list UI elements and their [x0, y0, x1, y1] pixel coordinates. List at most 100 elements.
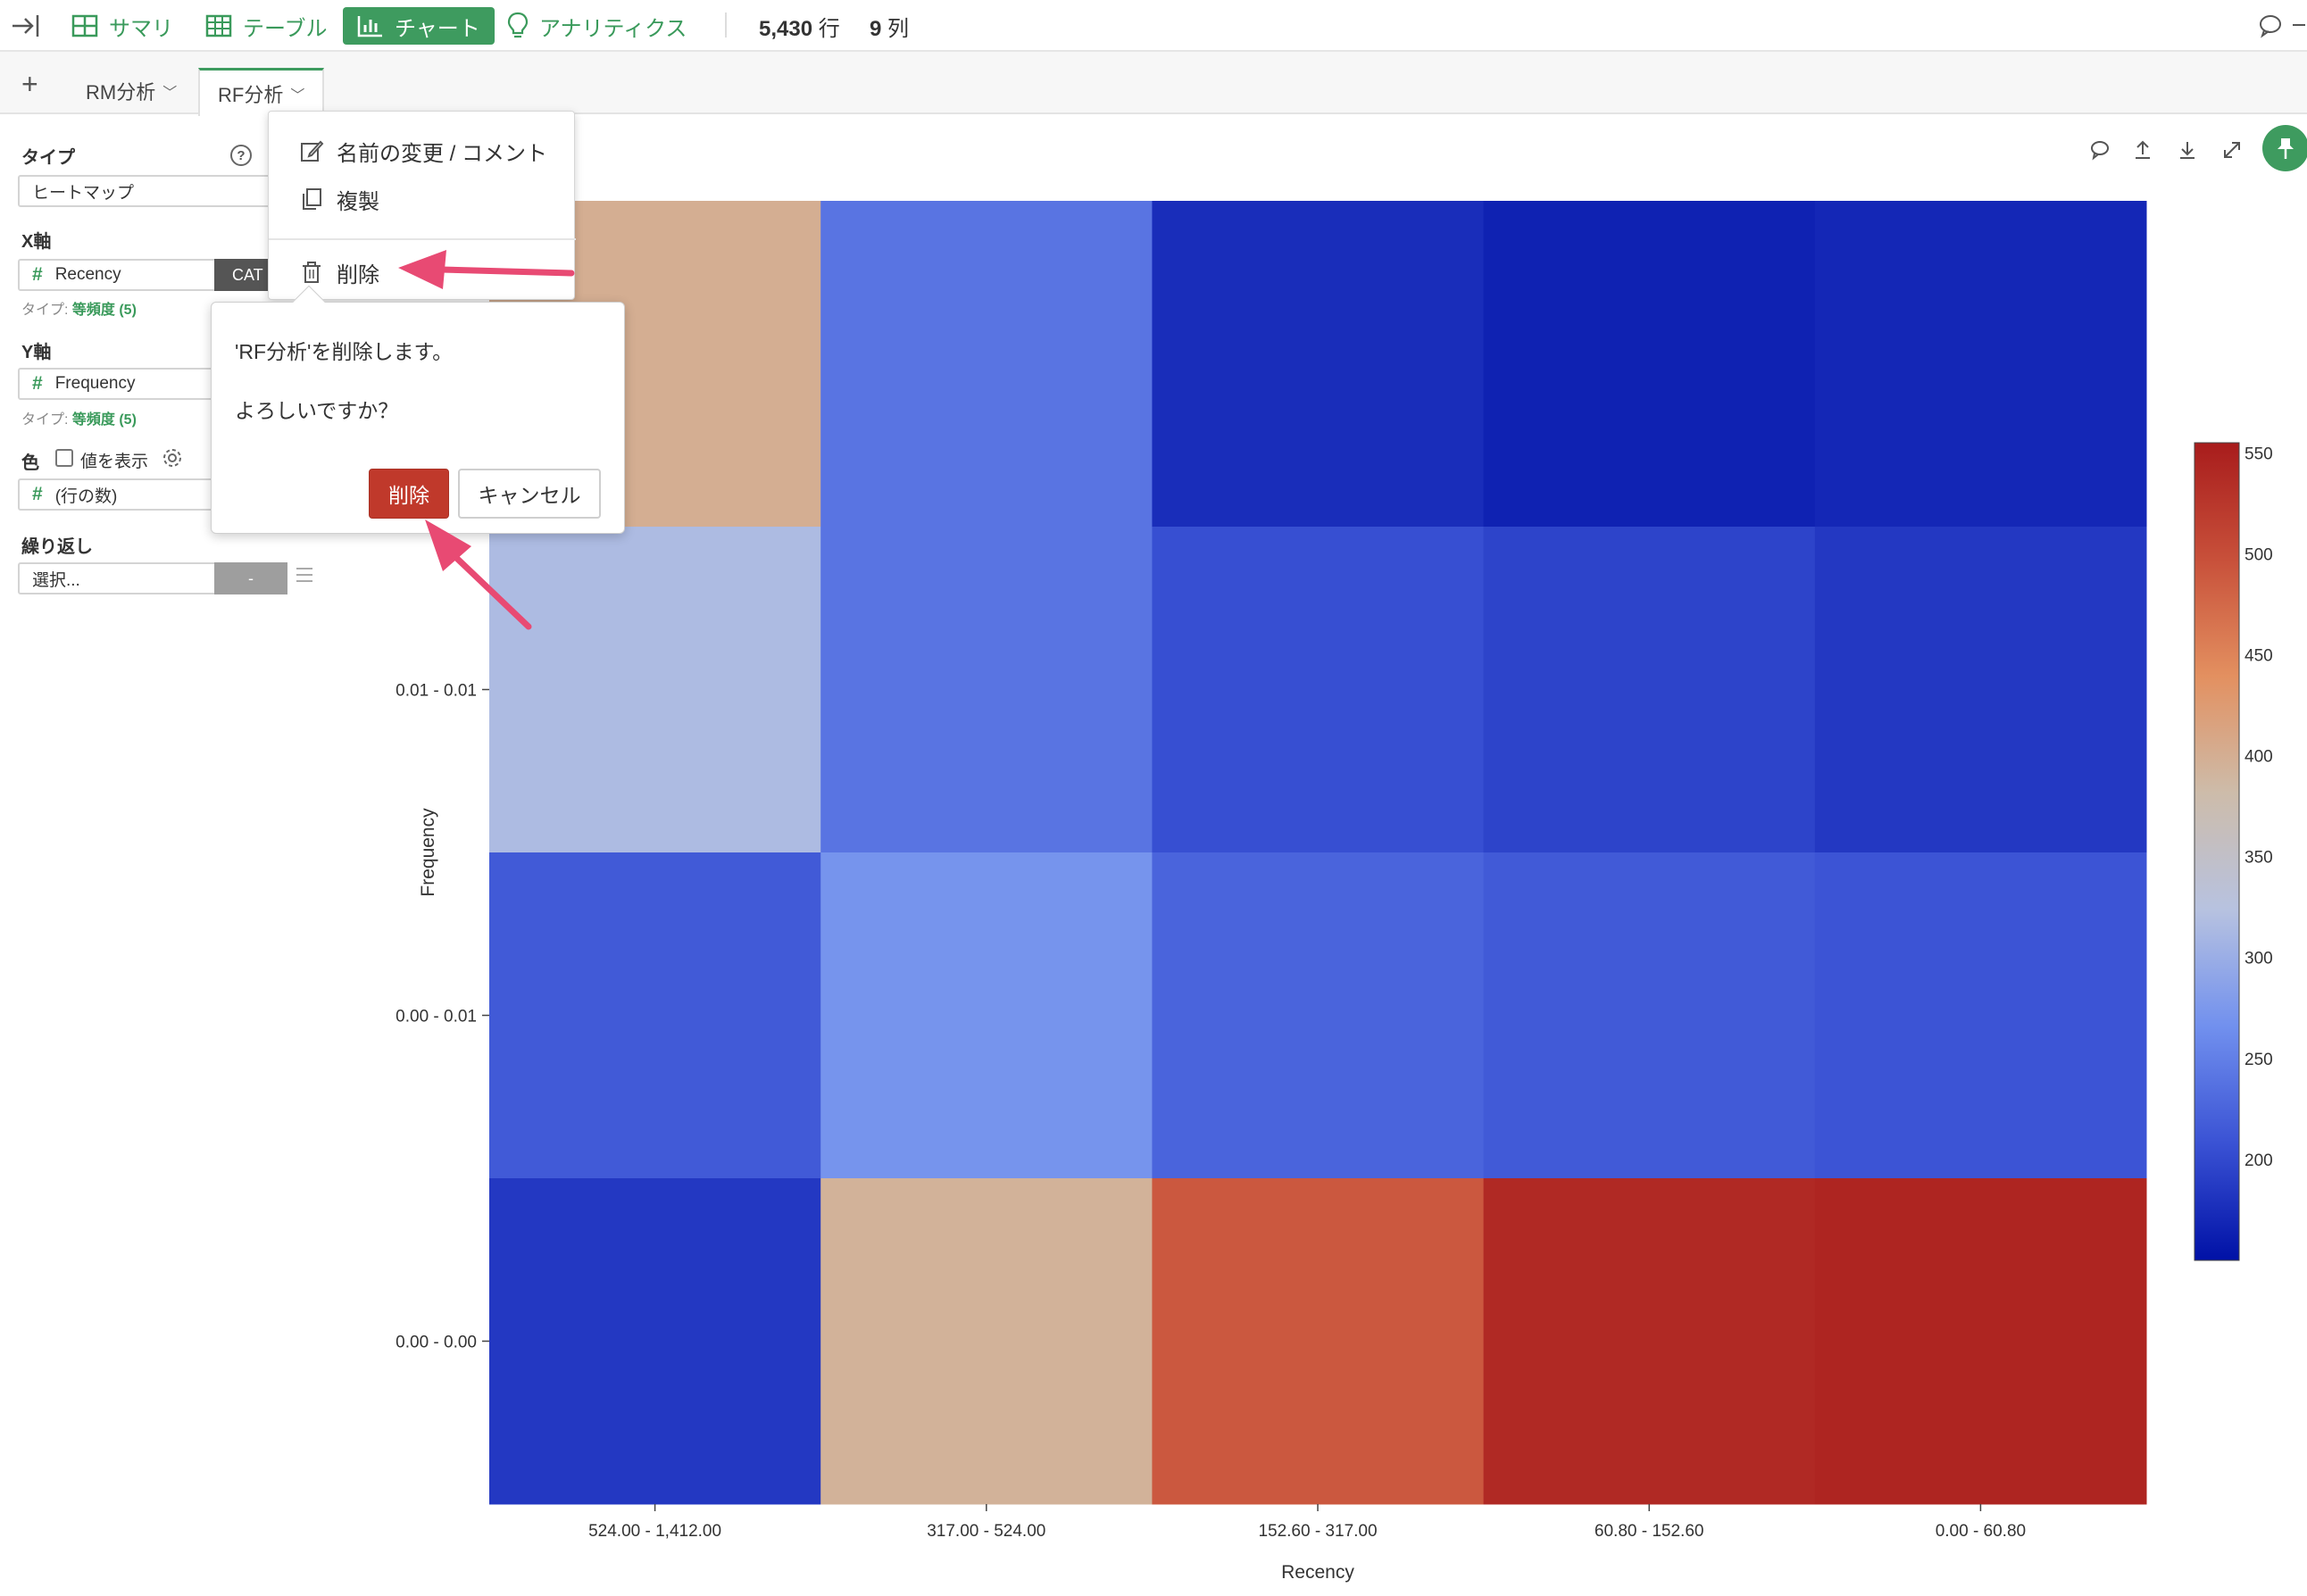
x-axis-binning-prefix: タイプ:: [21, 303, 69, 318]
heatmap-cell[interactable]: [489, 1178, 821, 1505]
y-tick-label: 0.01 - 0.01: [396, 682, 477, 701]
x-axis-field[interactable]: # Recency: [18, 259, 218, 291]
heatmap-cells: [489, 201, 2147, 1505]
colorbar-tick-label: 300: [2245, 950, 2273, 968]
y-axis-title: Frequency: [418, 808, 438, 897]
heatmap-cell[interactable]: [1483, 852, 1816, 1179]
expand-icon[interactable]: [2218, 136, 2246, 164]
heatmap-cell[interactable]: [1152, 852, 1485, 1179]
download-icon[interactable]: [2173, 136, 2202, 164]
y-tick-label: 0.00 - 0.01: [396, 1008, 477, 1027]
heatmap-cell[interactable]: [1152, 527, 1485, 853]
heatmap-cell[interactable]: [1814, 527, 2147, 853]
color-field[interactable]: # (行の数): [18, 478, 218, 511]
colorbar-tick-label: 550: [2245, 445, 2273, 463]
repeat-option-label: -: [248, 569, 254, 587]
row-count: 5,430 行: [759, 11, 840, 42]
table-button[interactable]: テーブル: [205, 7, 328, 45]
upload-icon[interactable]: [2128, 136, 2157, 164]
color-field-name: (行の数): [54, 486, 118, 506]
delete-item[interactable]: 削除: [299, 254, 379, 290]
heatmap-cell[interactable]: [1814, 852, 2147, 1179]
heatmap-cell[interactable]: [1152, 1178, 1485, 1505]
trash-icon: [303, 262, 321, 283]
confirm-delete-button[interactable]: 削除: [369, 469, 449, 519]
rename-comment-item[interactable]: 名前の変更 / コメント: [299, 133, 547, 169]
chevron-down-icon: ﹀: [290, 87, 305, 104]
tab-rf-analysis[interactable]: RF分析 ﹀: [198, 68, 325, 116]
heatmap-cell[interactable]: [1814, 201, 2147, 528]
type-label: タイプ: [21, 148, 75, 168]
heatmap-cell[interactable]: [1483, 527, 1816, 853]
repeat-option-button[interactable]: -: [214, 562, 287, 594]
cancel-button[interactable]: キャンセル: [458, 469, 601, 519]
summary-label: サマリ: [109, 16, 173, 41]
y-axis-binning-info[interactable]: タイプ: 等頻度 (5): [21, 407, 137, 428]
heatmap-cell[interactable]: [820, 852, 1153, 1179]
colorbar-tick-label: 200: [2245, 1151, 2273, 1170]
heatmap-cell[interactable]: [489, 527, 821, 853]
confirm-question: よろしいですか？: [235, 399, 399, 422]
chart-type-select[interactable]: ヒートマップ: [18, 175, 286, 207]
x-axis-category-button[interactable]: CAT: [214, 259, 268, 291]
top-toolbar: サマリ テーブル チャート アナリティクス 5,430 行 9 列: [0, 0, 2307, 52]
show-values-label: 値を表示: [80, 453, 149, 471]
x-axis-binning-info[interactable]: タイプ: 等頻度 (5): [21, 297, 137, 319]
tab-rm-analysis[interactable]: RM分析 ﹀: [68, 68, 195, 114]
x-axis-ticks: 524.00 - 1,412.00 317.00 - 524.00 152.60 -…: [588, 1504, 2026, 1541]
minimize-icon[interactable]: [2293, 24, 2305, 26]
colorbar-tick-label: 350: [2245, 849, 2273, 868]
heatmap-cell[interactable]: [820, 201, 1153, 528]
heatmap-cell[interactable]: [1814, 1178, 2147, 1505]
chart-tabs-bar: + RM分析 ﹀ RF分析 ﹀: [0, 52, 2307, 116]
x-axis-label: X軸: [21, 232, 52, 252]
show-values-checkbox[interactable]: [55, 449, 73, 467]
heatmap-cell[interactable]: [1152, 201, 1485, 528]
add-tab-icon[interactable]: +: [21, 68, 38, 100]
table-label: テーブル: [243, 16, 328, 41]
chart-comment-icon[interactable]: [2086, 136, 2114, 164]
grid-icon: [71, 14, 98, 37]
heatmap-chart: 524.00 - 1,412.00 317.00 - 524.00 152.60 -…: [396, 201, 2273, 1583]
repeat-placeholder: 選択...: [32, 570, 80, 590]
numeric-hash-icon: #: [32, 373, 43, 394]
repeat-label: 繰り返し: [21, 537, 93, 557]
x-axis-title: Recency: [1281, 1562, 1354, 1583]
hamburger-icon[interactable]: [296, 568, 312, 586]
heatmap-cell[interactable]: [1483, 1178, 1816, 1505]
x-axis-category-label: CAT: [232, 265, 263, 284]
x-tick-label: 152.60 - 317.00: [1258, 1522, 1377, 1541]
gear-icon[interactable]: [161, 446, 184, 470]
x-tick-label: 317.00 - 524.00: [927, 1522, 1045, 1541]
summary-button[interactable]: サマリ: [71, 7, 173, 45]
help-icon[interactable]: ?: [230, 145, 252, 166]
y-axis-field-name: Frequency: [54, 374, 136, 393]
heatmap-cell[interactable]: [489, 852, 821, 1179]
copy-icon: [303, 188, 321, 210]
chart-button[interactable]: チャート: [343, 7, 495, 45]
pin-icon[interactable]: [2262, 125, 2307, 171]
chart-type-value: ヒートマップ: [32, 183, 135, 203]
heatmap-cell[interactable]: [820, 1178, 1153, 1505]
toolbar-divider: [725, 12, 727, 37]
collapse-panel-icon[interactable]: [11, 12, 41, 39]
numeric-hash-icon: #: [32, 484, 43, 504]
heatmap-cell[interactable]: [820, 527, 1153, 853]
repeat-select[interactable]: 選択...: [18, 562, 218, 594]
duplicate-label: 複製: [337, 189, 379, 214]
colorbar-tick-label: 400: [2245, 748, 2273, 767]
comment-icon[interactable]: [2257, 12, 2284, 39]
delete-label: 削除: [337, 262, 379, 287]
duplicate-item[interactable]: 複製: [299, 181, 379, 217]
colorbar-tick-label: 450: [2245, 646, 2273, 665]
delete-confirm-popover: 'RF分析'を削除します。 よろしいですか？ 削除 キャンセル: [211, 285, 625, 534]
y-axis-ticks: 0.01 - 0.01 0.00 - 0.01 0.00 - 0.00: [396, 682, 489, 1352]
analytics-button[interactable]: アナリティクス: [507, 7, 687, 45]
heatmap-cell[interactable]: [1483, 201, 1816, 528]
column-count-value: 9: [870, 17, 882, 41]
x-tick-label: 60.80 - 152.60: [1595, 1522, 1704, 1541]
y-axis-field[interactable]: # Frequency: [18, 368, 218, 400]
tab-label: RF分析: [218, 83, 284, 106]
y-tick-label: 0.00 - 0.00: [396, 1334, 477, 1352]
color-label: 色: [21, 453, 39, 473]
